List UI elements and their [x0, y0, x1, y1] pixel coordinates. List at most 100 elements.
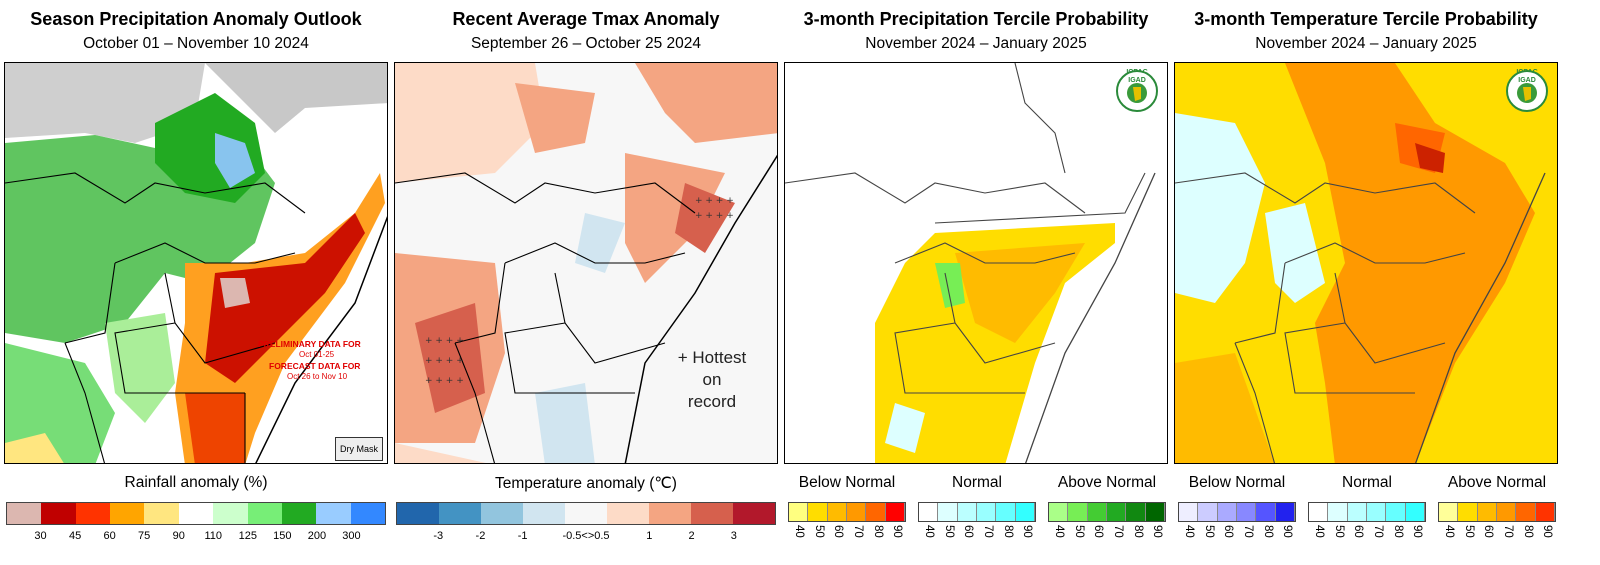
colorbar-tick-label: 45 — [68, 530, 82, 542]
colorbar-segment — [1496, 503, 1517, 521]
colorbar-tick-label: 80 — [1521, 525, 1534, 538]
svg-text:+ + + +: + + + + — [425, 336, 464, 346]
colorbar-segment — [281, 503, 317, 524]
legend-group-label: Normal — [952, 474, 1002, 491]
map-temp-tercile: IGAD ICPAC — [1174, 62, 1558, 464]
colorbar-segment — [976, 503, 997, 521]
colorbar-segment — [247, 503, 282, 524]
colorbar-tick-label: 60 — [832, 525, 845, 538]
colorbar-tick-label: 50 — [1202, 525, 1215, 538]
panel-title: Season Precipitation Anomaly Outlook — [30, 9, 362, 29]
colorbar-tick-label: 80 — [1131, 525, 1144, 538]
colorbar-segment — [1328, 503, 1348, 521]
hottest-on-record-note: + Hottest on record — [657, 347, 767, 413]
logo-emblem-icon — [1116, 70, 1158, 112]
colorbar-segment — [1198, 503, 1218, 521]
preliminary-label: PRELIMINARY DATA FOR — [258, 339, 361, 349]
colorbar-tick-label: 125 — [238, 530, 257, 542]
colorbar-segment — [846, 503, 867, 521]
panel-title: 3-month Precipitation Tercile Probabilit… — [803, 9, 1149, 29]
legend-group-label: Below Normal — [1188, 474, 1286, 491]
igad-icpac-logo: IGAD ICPAC — [1505, 69, 1553, 112]
colorbar-segment — [1535, 503, 1555, 521]
colorbar-segment — [397, 503, 439, 524]
colorbar-tick-label: 40 — [792, 525, 805, 538]
colorbar-tick-label: 70 — [851, 525, 864, 538]
colorbar-segment — [808, 503, 828, 521]
colorbar-segment — [789, 503, 809, 521]
tercile-colorbar — [918, 502, 1036, 522]
colorbar-tick-label: 2 — [688, 530, 695, 542]
colorbar-segment — [178, 503, 214, 524]
note-line-3: record — [687, 392, 737, 411]
igad-icpac-logo: IGAD ICPAC — [1115, 69, 1163, 112]
colorbar-tick-label: 60 — [1222, 525, 1235, 538]
map-precip-tercile: IGAD ICPAC — [784, 62, 1168, 464]
colorbar-tick-label: 70 — [1241, 525, 1254, 538]
map-precip-anomaly: PRELIMINARY DATA FOR Oct 01-25 FORECAST … — [4, 62, 388, 464]
colorbar-tick-label: 40 — [1052, 525, 1065, 538]
colorbar-tick-label: 60 — [962, 525, 975, 538]
legend-group-label: Above Normal — [1447, 474, 1547, 491]
colorbar-segment — [919, 503, 939, 521]
colorbar-segment — [1347, 503, 1367, 521]
colorbar-segment — [607, 503, 649, 524]
svg-text:+ + + +: + + + + — [425, 376, 464, 386]
colorbar-tick-label: 50 — [1072, 525, 1085, 538]
colorbar-segment — [996, 503, 1016, 521]
tercile-colorbar — [1178, 502, 1296, 522]
panel-subtitle: November 2024 – January 2025 — [1255, 35, 1477, 52]
colorbar-segment — [41, 503, 76, 524]
colorbar-segment — [827, 503, 847, 521]
panel-temp-tercile: 3-month Temperature Tercile Probability … — [1174, 0, 1558, 565]
colorbar-tick-label: 60 — [103, 530, 116, 542]
colorbar-segment — [1405, 503, 1425, 521]
colorbar-tick-label: 70 — [1501, 525, 1514, 538]
colorbar-segment — [1217, 503, 1237, 521]
colorbar-segment — [1126, 503, 1146, 521]
colorbar-tick-label: 70 — [1371, 525, 1384, 538]
colorbar-segment — [565, 503, 607, 524]
colorbar-segment — [439, 503, 481, 524]
colorbar-tick-label: 90 — [891, 525, 904, 538]
colorbar-segment — [649, 503, 691, 524]
logo-text-top: IGAD — [1518, 77, 1536, 84]
colorbar-tick-label: 90 — [1541, 525, 1554, 538]
colorbar-tick-label: 200 — [307, 530, 327, 542]
colorbar-tick-label: -1 — [517, 530, 528, 542]
colorbar-tick-label: 150 — [273, 530, 292, 542]
colorbar-tick-label: 90 — [1021, 525, 1034, 538]
colorbar-segment — [1068, 503, 1088, 521]
map-tmax-anomaly: + + + + + + + + + + + + + + + + + + + + … — [394, 62, 778, 464]
colorbar-segment — [110, 503, 145, 524]
tercile-colorbar — [1048, 502, 1166, 522]
colorbar-tick-label: 90 — [1151, 525, 1164, 538]
colorbar-segment — [957, 503, 977, 521]
colorbar-tick-label: 40 — [1442, 525, 1455, 538]
colorbar-tick-label: 80 — [1391, 525, 1404, 538]
colorbar-segment — [1439, 503, 1459, 521]
colorbar-segment — [1477, 503, 1497, 521]
colorbar-segment — [1309, 503, 1329, 521]
colorbar-segment — [1386, 503, 1406, 521]
colorbar-tick-label: 40 — [1182, 525, 1195, 538]
colorbar-tick-label: -0.5<>0.5 — [562, 530, 610, 542]
svg-text:+ + + +: + + + + — [425, 356, 464, 366]
dry-mask-label: Dry Mask — [335, 437, 383, 461]
tercile-colorbar — [1308, 502, 1426, 522]
colorbar-segment — [733, 503, 775, 524]
colorbar-segment — [1145, 503, 1165, 521]
panel-tmax-anomaly: Recent Average Tmax Anomaly September 26… — [394, 0, 778, 565]
colorbar-segment — [691, 503, 733, 524]
colorbar-segment — [316, 503, 351, 524]
colorbar-segment — [1015, 503, 1035, 521]
colorbar-segment — [213, 503, 248, 524]
colorbar-segment — [144, 503, 179, 524]
panel-precip-anomaly: Season Precipitation Anomaly Outlook Oct… — [4, 0, 388, 565]
colorbar-tick-label: 50 — [812, 525, 825, 538]
colorbar-tick-label: 50 — [942, 525, 955, 538]
colorbar-tick-label: -2 — [475, 530, 486, 542]
panel-title: Recent Average Tmax Anomaly — [452, 9, 720, 29]
panel-subtitle: November 2024 – January 2025 — [865, 35, 1087, 52]
colorbar-segment — [1106, 503, 1127, 521]
